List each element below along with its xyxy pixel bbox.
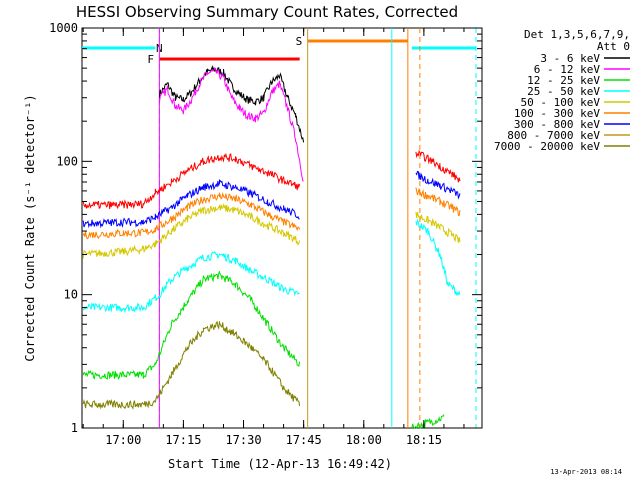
series-layer [82,64,461,430]
y-axis: 1 10 100 1000 [49,21,482,435]
flag-label-f: F [147,53,154,66]
y-tick-label: 10 [64,288,78,302]
legend-entry-100-300-kev: 100 - 300 keV [514,107,600,120]
x-tick-label: 17:15 [165,433,201,447]
y-tick-label: 100 [56,154,78,168]
series-line-100-300-kev [82,187,461,240]
x-tick-label: 17:00 [105,433,141,447]
x-axis-label: Start Time (12-Apr-13 16:49:42) [168,457,392,471]
legend-entry-800-7000-kev: 800 - 7000 keV [507,129,600,142]
series-line-3-6-kev [158,64,305,143]
chart-title: HESSI Observing Summary Count Rates, Cor… [76,3,458,21]
x-tick-label: 18:15 [406,433,442,447]
flag-label-s: S [296,35,303,48]
series-line-unlabeled [82,149,461,210]
series-line-25-50-kev [82,218,461,314]
series-line-50-100-kev [82,203,461,259]
legend-entry-3-6-kev: 3 - 6 keV [540,52,600,65]
legend-header: Att 0 [597,40,630,53]
x-tick-label: 17:30 [225,433,261,447]
x-tick-label: 18:00 [346,433,382,447]
legend-entry-7000-20000-kev: 7000 - 20000 keV [494,140,600,153]
vline-layer [158,28,477,428]
x-axis: 17:00 17:15 17:30 17:45 18:00 18:15 [82,28,465,447]
y-tick-label: 1 [71,421,78,435]
y-axis-label: Corrected Count Rate (s⁻¹ detector⁻¹) [23,94,37,361]
timestamp: 13-Apr-2013 08:14 [550,468,622,476]
plot-frame [81,27,483,429]
series-line-300-800-kev [82,170,461,229]
x-tick-label: 17:45 [286,433,322,447]
legend-entry-50-100-kev: 50 - 100 keV [521,96,601,109]
y-tick-label: 1000 [49,21,78,35]
legend-header: Det 1,3,5,6,7,9, [524,28,630,41]
legend-entry-6-12-kev: 6 - 12 keV [534,63,601,76]
series-line-12-25-kev [82,271,445,430]
legend-entry-25-50-kev: 25 - 50 keV [527,85,600,98]
series-line-7000-20000-kev [82,320,301,410]
series-line-6-12-kev [158,67,304,182]
legend-entry-12-25-kev: 12 - 25 keV [527,74,600,87]
flag-layer: NFS [82,35,476,66]
legend-entry-300-800-kev: 300 - 800 keV [514,118,600,131]
